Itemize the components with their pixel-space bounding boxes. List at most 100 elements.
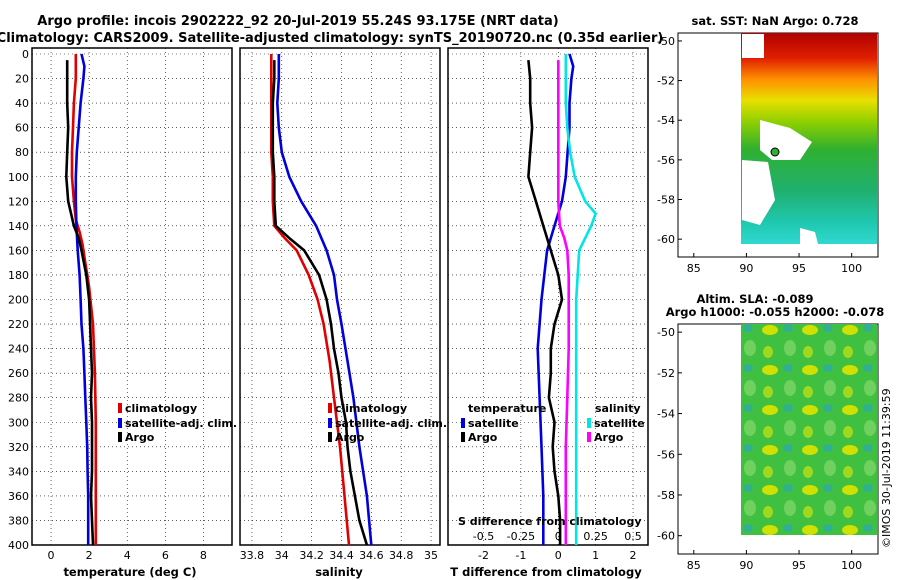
map-lon-label: 100 <box>841 559 862 572</box>
depth-tick-label: 120 <box>8 195 29 208</box>
difference-panel: -2 -1 0 1 2 -0.5 -0.25 0 0.25 0.5 <box>447 47 649 562</box>
map-lat-label: -58 <box>657 194 675 207</box>
x-tick-label: 6 <box>162 549 169 562</box>
legend-argo: Argo <box>335 431 365 444</box>
depth-tick-label: 260 <box>8 367 29 380</box>
x-tick-label: 4 <box>124 549 131 562</box>
difference-legend-temperature: temperature satellite Argo <box>461 402 546 444</box>
depth-tick-label: 140 <box>8 220 29 233</box>
depth-tick-label: 160 <box>8 244 29 257</box>
legend-swatch-climatology <box>118 403 122 413</box>
s-tick-label: 0.25 <box>583 530 608 543</box>
s-tick-label: 0.5 <box>624 530 642 543</box>
legend-temperature-header: temperature <box>468 402 546 415</box>
legend-swatch-temp-satellite <box>461 418 465 428</box>
depth-tick-label: 20 <box>15 73 29 86</box>
salinity-panel: 33.8 34 34.2 34.4 34.6 34.8 35 <box>239 47 441 562</box>
legend-temp-satellite: satellite <box>468 417 519 430</box>
temperature-panel: 0204060801001201401601802002202402602803… <box>8 47 233 562</box>
legend-sal-argo: Argo <box>594 431 624 444</box>
depth-tick-label: 80 <box>15 146 29 159</box>
depth-tick-label: 180 <box>8 269 29 282</box>
depth-tick-label: 300 <box>8 416 29 429</box>
difference-xlabel: T difference from climatology <box>450 565 642 579</box>
x-tick-label: 34.2 <box>299 549 324 562</box>
temperature-legend: climatology satellite-adj. clim. Argo <box>118 402 237 444</box>
s-tick-label: -0.5 <box>473 530 494 543</box>
x-tick-label: 0 <box>48 549 55 562</box>
map-lon-label: 100 <box>841 262 862 275</box>
series-line-satellite-adj-clim- <box>275 54 373 546</box>
legend-swatch-satellite <box>328 418 332 428</box>
map-lat-label: -50 <box>657 326 675 339</box>
depth-tick-label: 280 <box>8 392 29 405</box>
legend-argo: Argo <box>125 431 155 444</box>
legend-swatch-sal-satellite <box>587 418 591 428</box>
legend-sal-satellite: satellite <box>594 417 645 430</box>
map-lat-label: -60 <box>657 233 675 246</box>
sst-cloud-mask <box>742 160 775 225</box>
depth-tick-label: 340 <box>8 465 29 478</box>
legend-salinity-header: salinity <box>595 402 641 415</box>
legend-climatology: climatology <box>335 402 407 415</box>
x-tick-label: 34.8 <box>389 549 414 562</box>
x-tick-label: 0 <box>555 549 562 562</box>
depth-tick-label: 60 <box>15 122 29 135</box>
title-line-2: Climatology: CARS2009. Satellite-adjuste… <box>0 31 663 46</box>
x-tick-label: 35 <box>424 549 438 562</box>
depth-tick-label: 40 <box>15 97 29 110</box>
x-tick-label: 2 <box>86 549 93 562</box>
sla-heatmap <box>741 324 877 535</box>
legend-swatch-sal-argo <box>587 432 591 442</box>
map-lon-label: 95 <box>792 262 806 275</box>
argo-position-marker <box>770 147 780 157</box>
depth-tick-label: 360 <box>8 490 29 503</box>
map-lon-label: 85 <box>687 262 701 275</box>
series-line-climatology <box>269 54 351 546</box>
map-lon-label: 90 <box>739 559 753 572</box>
legend-swatch-satellite <box>118 418 122 428</box>
sst-map-title: sat. SST: NaN Argo: 0.728 <box>691 14 858 28</box>
sst-nodata-patch <box>742 34 764 58</box>
map-lat-label: -50 <box>657 35 675 48</box>
s-tick-label: 0 <box>555 530 562 543</box>
depth-tick-label: 400 <box>8 539 29 552</box>
map-lat-label: -56 <box>657 448 675 461</box>
legend-swatch-argo <box>328 432 332 442</box>
plot-frame <box>447 47 649 546</box>
sla-map: -50 -52 -54 -56 -58 -60 85 90 95 100 <box>657 323 879 572</box>
depth-tick-label: 0 <box>22 48 29 61</box>
series-line-satellite-adj-clim- <box>74 53 90 545</box>
series-line-argo <box>65 60 95 546</box>
plot-frame <box>31 47 233 546</box>
series-line-argo <box>271 60 369 546</box>
series-line-temperature-argo <box>527 59 564 545</box>
x-tick-label: 33.8 <box>240 549 265 562</box>
x-tick-label: 34 <box>275 549 289 562</box>
depth-tick-label: 380 <box>8 514 29 527</box>
temperature-xlabel: temperature (deg C) <box>63 565 196 579</box>
x-tick-label: 2 <box>630 549 637 562</box>
x-tick-label: 34.6 <box>359 549 384 562</box>
depth-tick-label: 220 <box>8 318 29 331</box>
legend-temp-argo: Argo <box>468 431 498 444</box>
map-lat-label: -58 <box>657 489 675 502</box>
sst-map: -50 -52 -54 -56 -58 -60 85 90 95 100 <box>657 32 879 275</box>
map-lat-label: -52 <box>657 367 675 380</box>
map-lon-label: 90 <box>739 262 753 275</box>
title-line-1: Argo profile: incois 2902222_92 20-Jul-2… <box>37 14 558 29</box>
legend-satellite-adj: satellite-adj. clim. <box>335 417 447 430</box>
series-line-salinity-argo <box>556 60 571 545</box>
x-tick-label: 8 <box>200 549 207 562</box>
x-tick-label: 1 <box>592 549 599 562</box>
sla-map-title-1: Altim. SLA: -0.089 <box>696 292 813 306</box>
legend-swatch-temp-argo <box>461 432 465 442</box>
map-lon-label: 85 <box>687 559 701 572</box>
difference-legend-salinity: salinity satellite Argo <box>587 402 645 444</box>
legend-climatology: climatology <box>125 402 197 415</box>
map-lat-label: -54 <box>657 114 675 127</box>
s-tick-label: -0.25 <box>507 530 535 543</box>
salinity-legend: climatology satellite-adj. clim. Argo <box>328 402 447 444</box>
